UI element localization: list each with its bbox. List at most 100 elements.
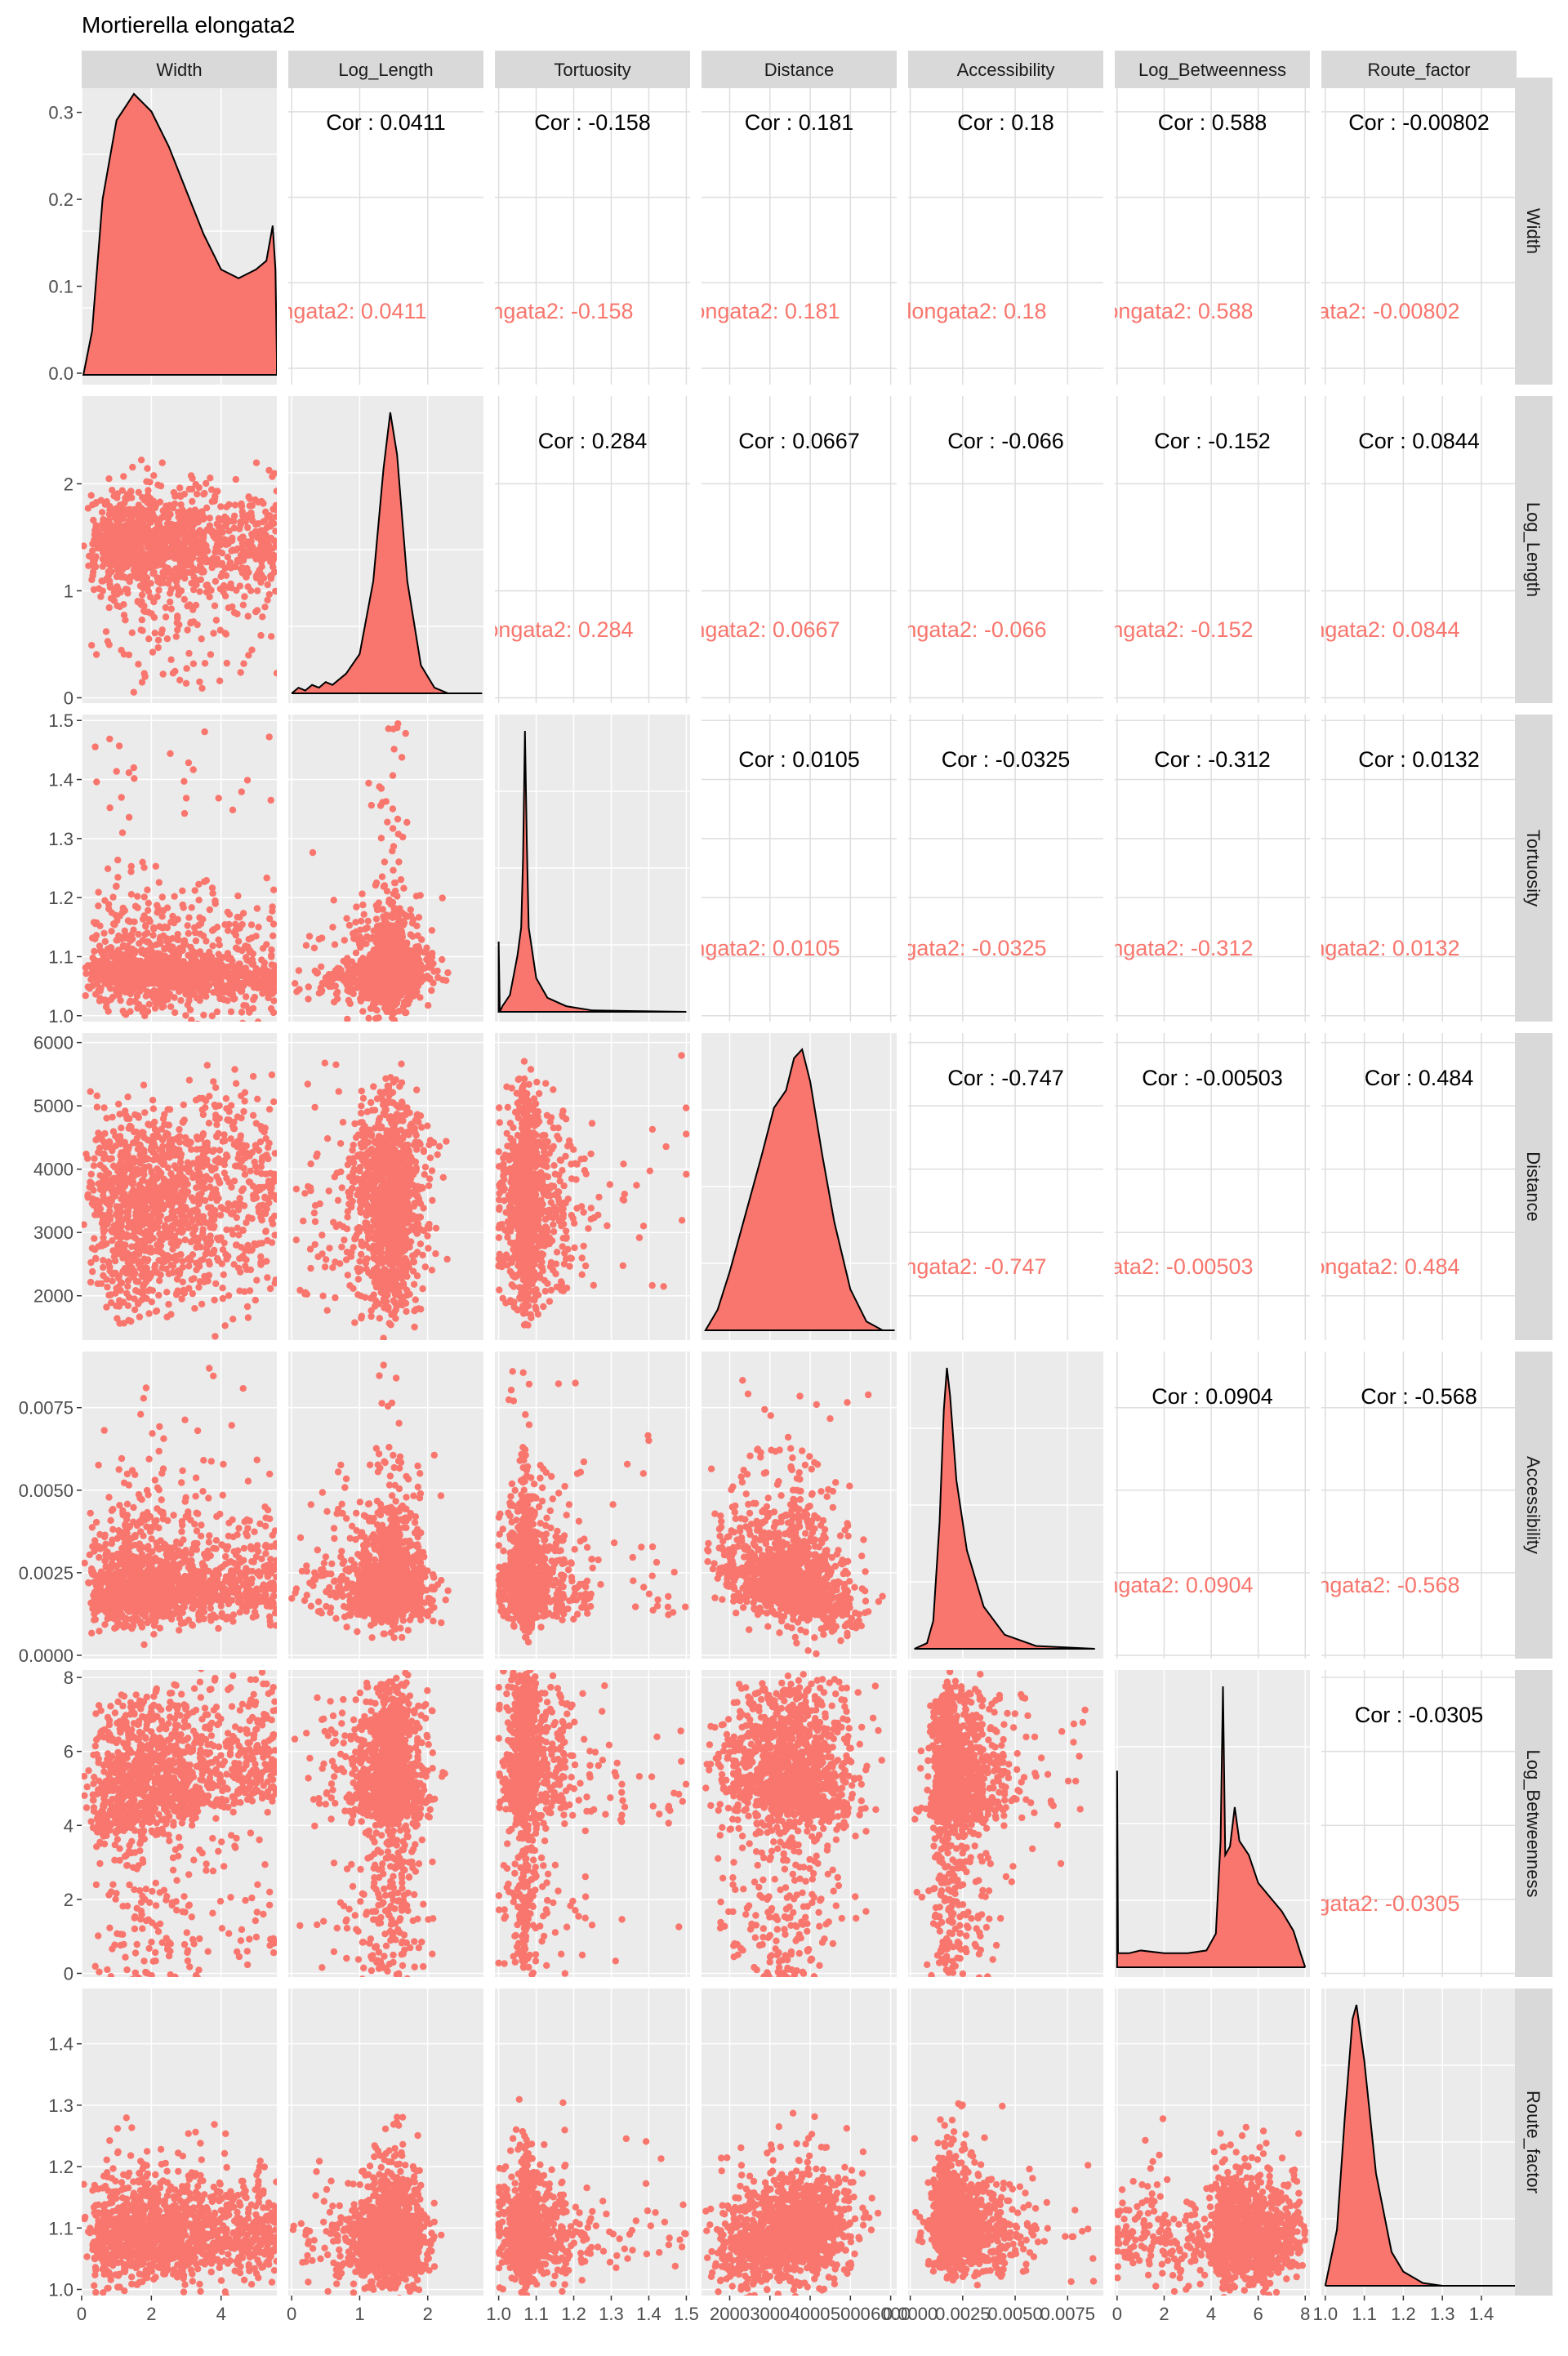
scatter-point bbox=[343, 960, 350, 967]
scatter-point bbox=[167, 657, 174, 663]
scatter-point bbox=[293, 988, 300, 995]
scatter-point bbox=[272, 1280, 278, 1286]
scatter-point bbox=[152, 1004, 158, 1011]
scatter-point bbox=[231, 609, 238, 616]
scatter-point bbox=[244, 777, 251, 783]
scatter-point bbox=[343, 915, 350, 922]
scatter-point bbox=[113, 883, 119, 889]
scatter-point bbox=[197, 1278, 203, 1285]
scatter-point bbox=[126, 652, 132, 658]
scatter-point bbox=[127, 576, 133, 582]
scatter-point bbox=[217, 627, 224, 634]
scatter-point bbox=[159, 460, 166, 466]
scatter-point bbox=[103, 977, 109, 983]
scatter-point bbox=[174, 626, 180, 633]
scatter-point bbox=[257, 632, 264, 639]
scatter-point bbox=[332, 974, 338, 981]
scatter-point bbox=[192, 1225, 198, 1231]
scatter-point bbox=[104, 1284, 110, 1290]
scatter-point bbox=[131, 1307, 138, 1313]
scatter-point bbox=[170, 960, 176, 966]
scatter-point bbox=[240, 602, 247, 608]
scatter-point bbox=[238, 501, 244, 507]
scatter-point bbox=[135, 661, 141, 667]
scatter-point bbox=[101, 897, 108, 904]
scatter-point bbox=[127, 951, 133, 957]
scatter-point bbox=[391, 1017, 398, 1023]
scatter-point bbox=[270, 997, 277, 1004]
scatter-point bbox=[105, 475, 112, 482]
scatter-point bbox=[122, 928, 128, 934]
scatter-point bbox=[434, 974, 441, 981]
scatter-point bbox=[126, 769, 132, 776]
scatter-point bbox=[168, 1240, 175, 1246]
scatter-point bbox=[95, 889, 101, 895]
scatter-point bbox=[129, 464, 136, 470]
scatter-point bbox=[196, 588, 203, 595]
scatter-point bbox=[296, 967, 302, 973]
scatter-point bbox=[205, 961, 212, 968]
scatter-point bbox=[254, 905, 261, 911]
scatter-point bbox=[128, 964, 135, 970]
panel-log-length-vs-width bbox=[80, 396, 280, 703]
scatter-point bbox=[181, 810, 188, 817]
scatter-point bbox=[402, 911, 408, 918]
scatter-point bbox=[395, 1008, 402, 1014]
scatter-point bbox=[190, 661, 197, 667]
scatter-point bbox=[254, 1096, 261, 1102]
scatter-point bbox=[185, 650, 192, 657]
scatter-point bbox=[171, 541, 177, 547]
scatter-point bbox=[180, 523, 187, 530]
scatter-point bbox=[404, 1000, 411, 1007]
scatter-point bbox=[195, 984, 202, 991]
scatter-point bbox=[195, 897, 202, 903]
scatter-point bbox=[154, 578, 161, 585]
scatter-point bbox=[172, 501, 178, 507]
scatter-point bbox=[114, 536, 121, 542]
scatter-point bbox=[163, 503, 169, 510]
scatter-point bbox=[193, 581, 199, 588]
scatter-point bbox=[158, 537, 164, 543]
scatter-point bbox=[273, 503, 279, 510]
scatter-point bbox=[100, 1264, 106, 1271]
scatter-point bbox=[265, 968, 271, 974]
scatter-point bbox=[254, 607, 261, 613]
scatter-point bbox=[100, 930, 107, 937]
scatter-point bbox=[155, 587, 162, 594]
scatter-point bbox=[270, 920, 277, 927]
scatter-point bbox=[403, 971, 409, 978]
scatter-point bbox=[107, 584, 114, 590]
scatter-point bbox=[402, 1009, 408, 1016]
scatter-point bbox=[164, 635, 171, 642]
scatter-point bbox=[394, 816, 401, 822]
scatter-point bbox=[390, 905, 397, 911]
scatter-point bbox=[144, 574, 150, 581]
scatter-point bbox=[98, 960, 105, 967]
scatter-point bbox=[266, 591, 273, 598]
scatter-point bbox=[390, 805, 396, 812]
scatter-point bbox=[359, 1008, 366, 1014]
scatter-point bbox=[212, 900, 219, 906]
scatter-point bbox=[149, 977, 156, 983]
scatter-point bbox=[193, 602, 199, 608]
scatter-point bbox=[266, 733, 273, 740]
scatter-point bbox=[238, 1187, 245, 1194]
scatter-point bbox=[229, 1316, 236, 1322]
scatter-point bbox=[191, 574, 198, 581]
scatter-point bbox=[122, 989, 129, 995]
scatter-point bbox=[400, 885, 407, 892]
scatter-point bbox=[398, 876, 404, 883]
scatter-point bbox=[90, 517, 96, 523]
scatter-point bbox=[245, 612, 252, 619]
scatter-point bbox=[229, 992, 235, 999]
scatter-point bbox=[82, 964, 89, 971]
correlation-label: Cor : 0.0132 bbox=[1358, 747, 1480, 772]
scatter-point bbox=[142, 931, 149, 938]
scatter-point bbox=[238, 1009, 245, 1015]
scatter-point bbox=[259, 613, 265, 620]
scatter-point bbox=[170, 949, 176, 955]
scatter-point bbox=[413, 893, 420, 899]
scatter-point bbox=[119, 961, 126, 968]
scatter-point bbox=[207, 969, 213, 975]
scatter-point bbox=[252, 521, 259, 528]
